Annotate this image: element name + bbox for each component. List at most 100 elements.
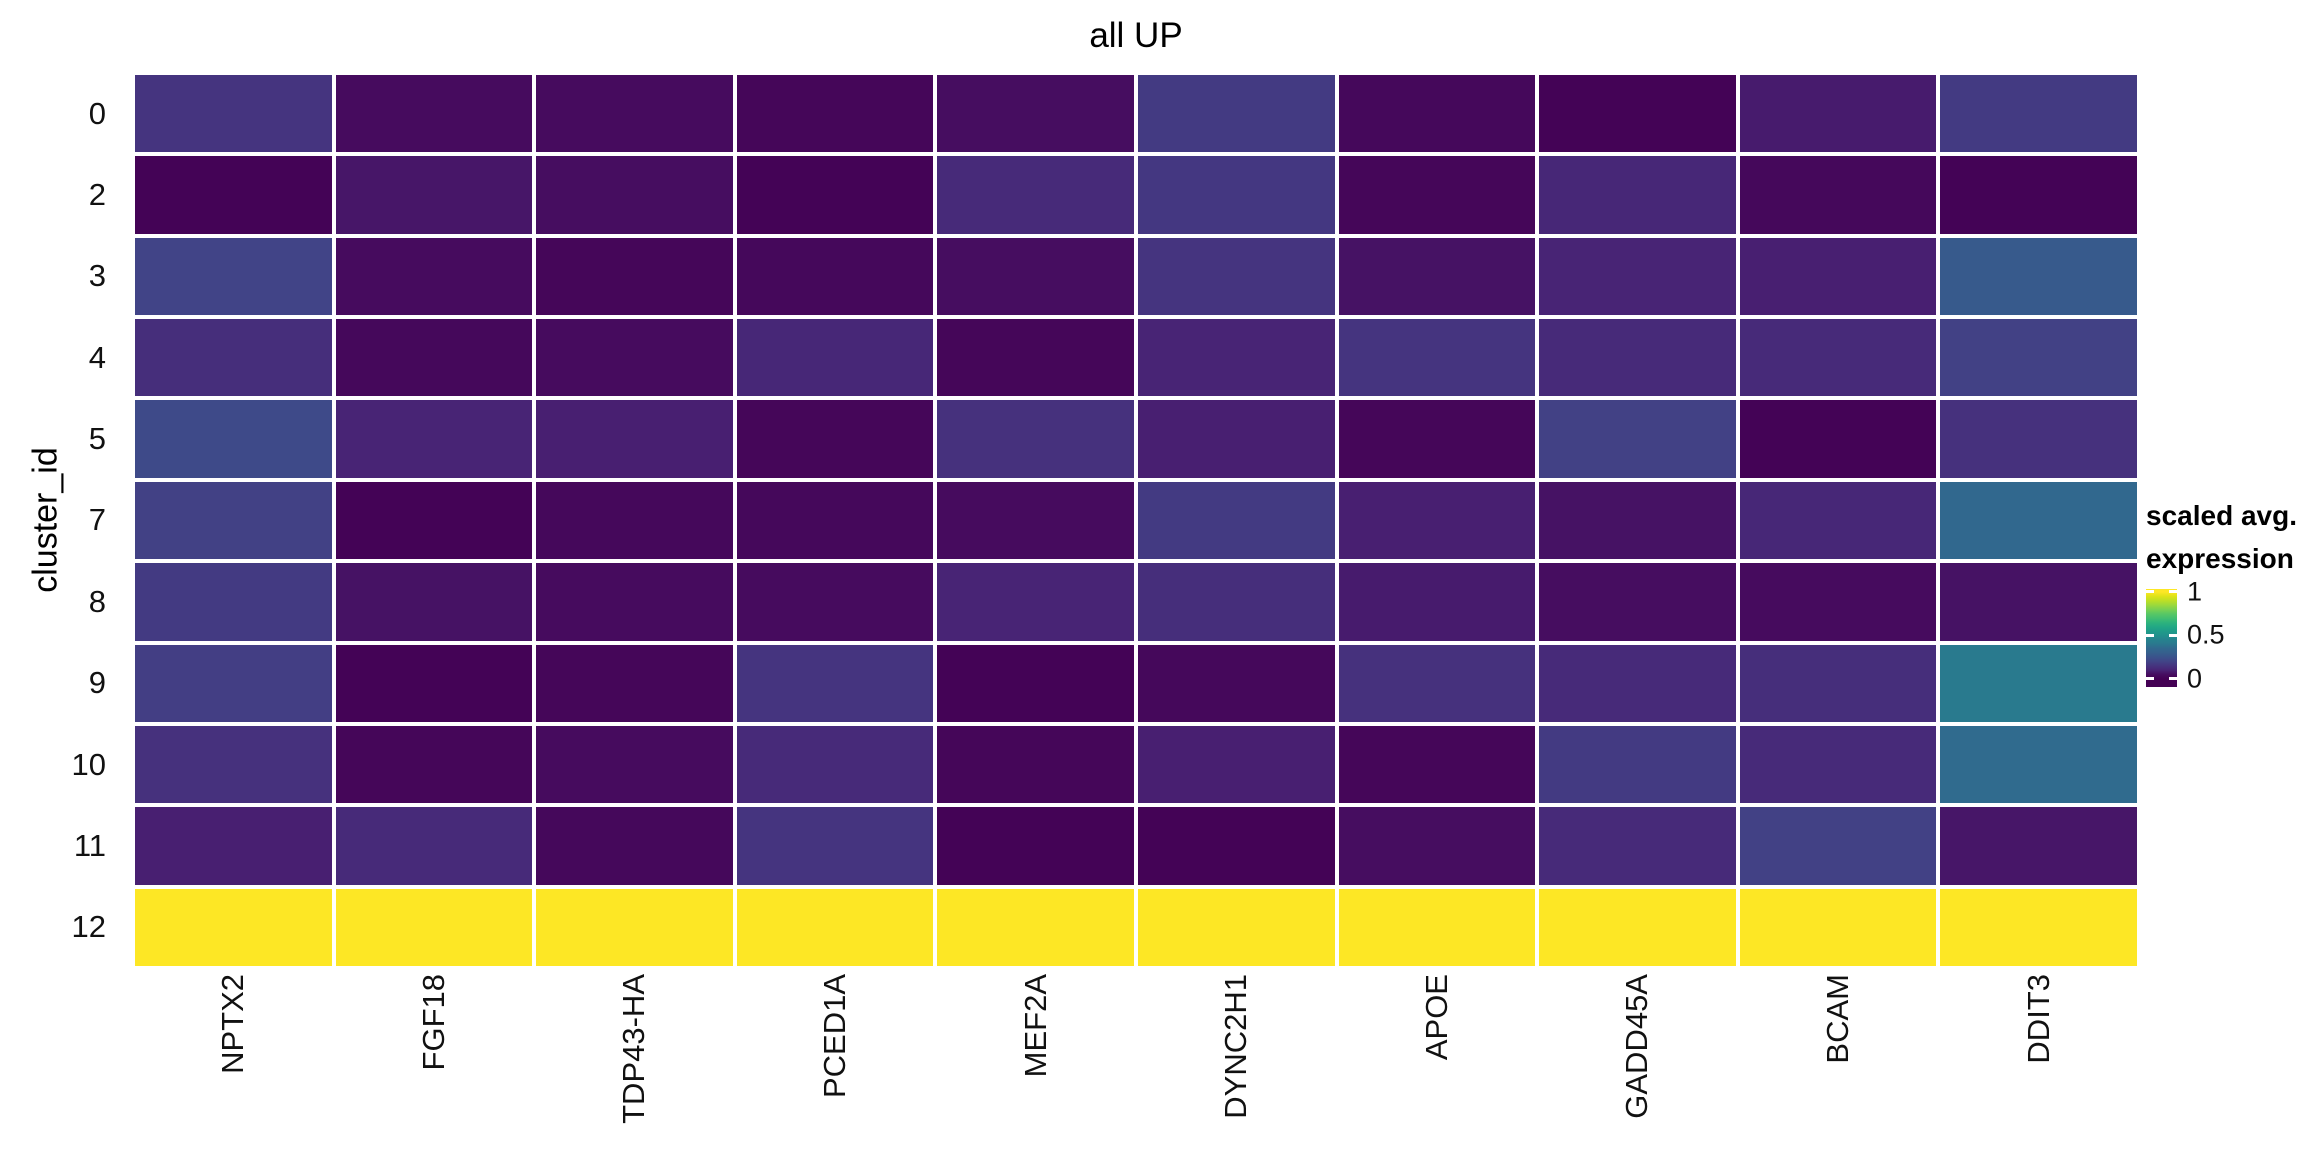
legend-title-line1: scaled avg. [2146, 500, 2297, 531]
heatmap-cell [135, 563, 332, 641]
heatmap-cell [1138, 563, 1335, 641]
heatmap-cell [135, 807, 332, 885]
y-tick-label: 11 [73, 827, 106, 863]
heatmap-cell [1940, 75, 2137, 153]
heatmap-cell [135, 644, 332, 722]
legend-tick-mark [2146, 677, 2154, 681]
heatmap-cell [536, 319, 733, 397]
heatmap-cell [1338, 75, 1536, 153]
heatmap-cell [135, 75, 332, 153]
heatmap-cell [1940, 644, 2137, 722]
y-tick-label: 10 [71, 746, 106, 782]
x-tick-label: FGF18 [415, 974, 451, 1071]
heatmap-cell [1338, 481, 1536, 560]
heatmap-cell [1338, 725, 1536, 804]
heatmap-cell [1338, 237, 1536, 316]
heatmap-cell [937, 156, 1134, 234]
heatmap-cell [937, 807, 1134, 885]
heatmap-cell [1940, 319, 2137, 397]
heatmap-cell [536, 400, 733, 478]
heatmap-cell [135, 725, 332, 804]
heatmap-cell [1739, 807, 1937, 885]
heatmap-cell [1338, 319, 1536, 397]
heatmap-cell [335, 807, 533, 885]
heatmap-cell [1338, 644, 1536, 722]
heatmap-cell [536, 75, 733, 153]
heatmap-cell [1138, 807, 1335, 885]
heatmap-cell [1739, 75, 1937, 153]
heatmap-cell [335, 725, 533, 804]
x-axis-tick-labels: NPTX2 FGF18 TDP43-HA PCED1A MEF2A DYNC2H1 APOE… [135, 974, 2137, 1150]
heatmap-cell [1940, 400, 2137, 478]
legend-title-line2: expression [2146, 543, 2294, 575]
heatmap-cell [1338, 400, 1536, 478]
y-tick-label: 0 [88, 95, 106, 131]
heatmap-cell [1940, 888, 2137, 966]
heatmap-cell [937, 319, 1134, 397]
heatmap-cell [536, 807, 733, 885]
x-tick-label: APOE [1418, 974, 1454, 1061]
heatmap-cell [1539, 237, 1736, 316]
heatmap-cell [1940, 807, 2137, 885]
heatmap-cell [335, 75, 533, 153]
legend-tick-mark [2146, 633, 2154, 637]
heatmap-panel [135, 75, 2137, 966]
heatmap-cell [1539, 807, 1736, 885]
heatmap-cell [1138, 725, 1335, 804]
y-tick-label: 3 [88, 258, 106, 294]
legend-tick-label: 0.5 [2187, 619, 2225, 650]
heatmap-cell [1138, 156, 1335, 234]
heatmap-cell [1739, 400, 1937, 478]
heatmap-cell [1539, 725, 1736, 804]
heatmap-cell [736, 319, 934, 397]
heatmap-cell [736, 563, 934, 641]
heatmap-cell [736, 807, 934, 885]
heatmap-cell [736, 156, 934, 234]
x-tick-label: DYNC2H1 [1218, 974, 1254, 1119]
heatmap-cell [1739, 481, 1937, 560]
heatmap-cell [736, 644, 934, 722]
heatmap-cell [536, 237, 733, 316]
heatmap-cell [937, 400, 1134, 478]
heatmap-cell [1739, 563, 1937, 641]
heatmap-cell [536, 481, 733, 560]
y-axis-tick-labels: 0 2 3 4 5 7 8 9 10 11 12 [0, 75, 122, 966]
heatmap-cell [335, 319, 533, 397]
heatmap-cell [736, 725, 934, 804]
heatmap-cell [736, 237, 934, 316]
heatmap-cell [1539, 400, 1736, 478]
heatmap-cell [335, 156, 533, 234]
heatmap-cell [1138, 75, 1335, 153]
y-tick-label: 7 [88, 502, 106, 538]
legend-title: scaled avg. expression [2146, 494, 2304, 581]
y-tick-label: 2 [88, 177, 106, 213]
heatmap-cell [1138, 888, 1335, 966]
heatmap-cell [1739, 319, 1937, 397]
heatmap-cell [937, 888, 1134, 966]
heatmap-cell [536, 888, 733, 966]
heatmap-cell [335, 237, 533, 316]
heatmap-cell [1138, 644, 1335, 722]
heatmap-cell [1539, 563, 1736, 641]
legend-tick-mark [2169, 590, 2177, 594]
heatmap-cell [135, 237, 332, 316]
heatmap-cell [736, 888, 934, 966]
heatmap-cell [736, 400, 934, 478]
heatmap-cell [736, 481, 934, 560]
y-tick-label: 12 [71, 909, 106, 945]
heatmap-cell [1739, 156, 1937, 234]
y-tick-label: 4 [88, 339, 106, 375]
heatmap-cell [135, 156, 332, 234]
legend: scaled avg. expression 1 0.5 0 [2146, 494, 2304, 693]
heatmap-cell [1539, 888, 1736, 966]
x-tick-label: DDIT3 [2020, 974, 2056, 1064]
heatmap-cell [1739, 725, 1937, 804]
heatmap-cell [1338, 807, 1536, 885]
heatmap-cell [937, 725, 1134, 804]
heatmap-cell [937, 481, 1134, 560]
heatmap-cell [1940, 481, 2137, 560]
heatmap-cell [736, 75, 934, 153]
x-tick-label: PCED1A [817, 974, 853, 1099]
heatmap-cell [1138, 319, 1335, 397]
heatmap-cell [1539, 481, 1736, 560]
